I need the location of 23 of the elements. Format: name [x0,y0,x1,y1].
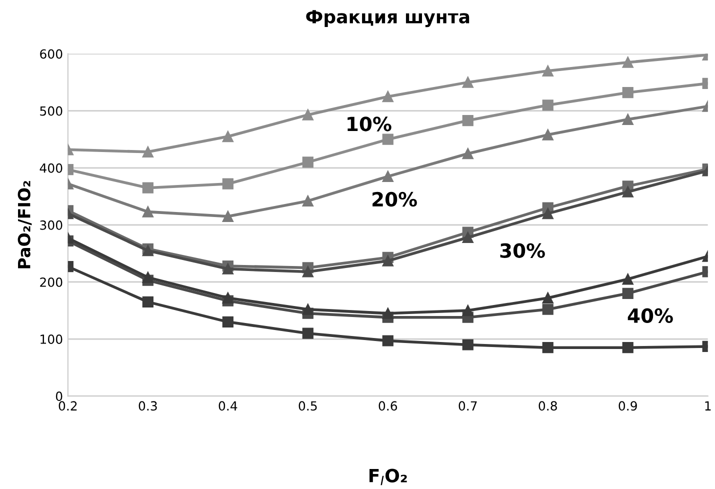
x-tick-label: 0.5 [298,401,317,411]
x-tick-label: 0.7 [458,401,477,411]
y-tick-label: 500 [40,106,62,116]
x-axis-title: F$_{I}$O₂ [370,468,407,486]
x-tick-label: 1 [705,401,711,410]
y-axis-title: PaO₂/FIO₂ [18,181,32,268]
y-tick-label: 300 [40,220,62,230]
annotation: 10% [348,116,392,132]
x-tick-label: 0.9 [618,401,637,411]
chart-title: Фракция шунта [306,10,470,28]
y-tick-label: 100 [40,334,62,344]
y-tick-label: 200 [40,277,62,287]
annotation: 30% [500,243,545,258]
y-tick-label: 400 [40,163,62,173]
x-tick-label: 0.4 [218,401,238,411]
y-tick-label: 0 [56,392,62,402]
x-tick-label: 0.2 [58,401,77,411]
annotation: 20% [372,192,417,207]
x-tick-label: 0.6 [378,401,398,411]
y-tick-label: 600 [40,49,62,59]
annotation: 40% [628,308,673,324]
x-tick-label: 0.3 [138,401,157,411]
x-tick-label: 0.8 [538,401,557,411]
